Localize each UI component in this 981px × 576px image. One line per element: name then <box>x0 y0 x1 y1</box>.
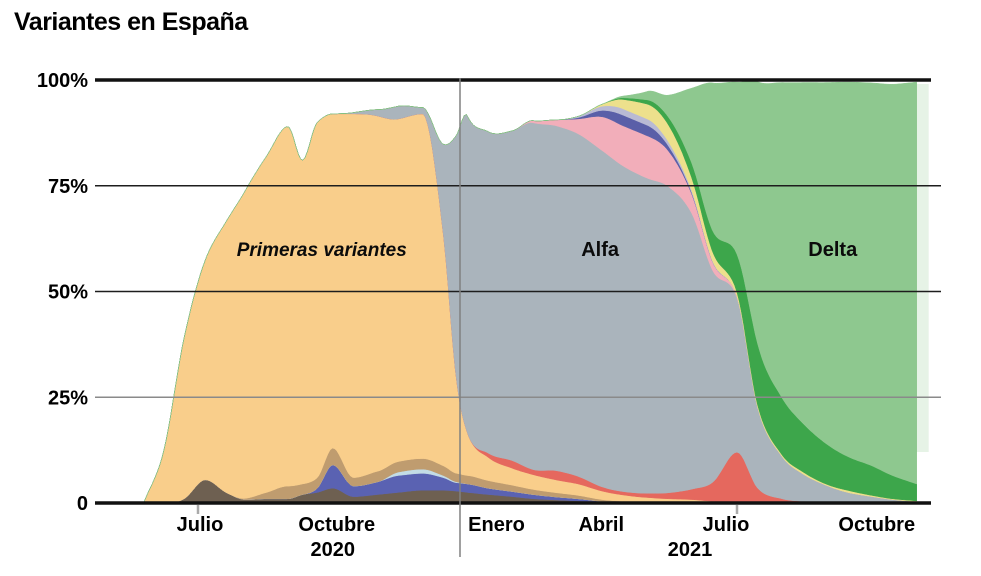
y-axis-label: 75% <box>48 176 88 198</box>
annotation-delta: Delta <box>808 239 858 261</box>
y-axis-label: 0 <box>77 493 88 515</box>
x-axis-label: Octubre <box>838 514 915 536</box>
year-label: 2021 <box>668 539 713 561</box>
x-axis-label: Julio <box>177 514 224 536</box>
x-axis-label: Abril <box>578 514 624 536</box>
annotation-primeras-variantes: Primeras variantes <box>237 240 407 261</box>
faded-data-strip <box>916 84 929 452</box>
x-axis-label: Julio <box>703 514 750 536</box>
y-axis-label: 100% <box>37 70 88 92</box>
x-axis-label: Octubre <box>298 514 375 536</box>
annotation-alfa: Alfa <box>581 239 620 261</box>
year-label: 2020 <box>311 539 356 561</box>
chart-title: Variantes en España <box>14 8 248 36</box>
y-axis-label: 50% <box>48 282 88 304</box>
y-axis-label: 25% <box>48 387 88 409</box>
x-axis-label: Enero <box>468 514 525 536</box>
